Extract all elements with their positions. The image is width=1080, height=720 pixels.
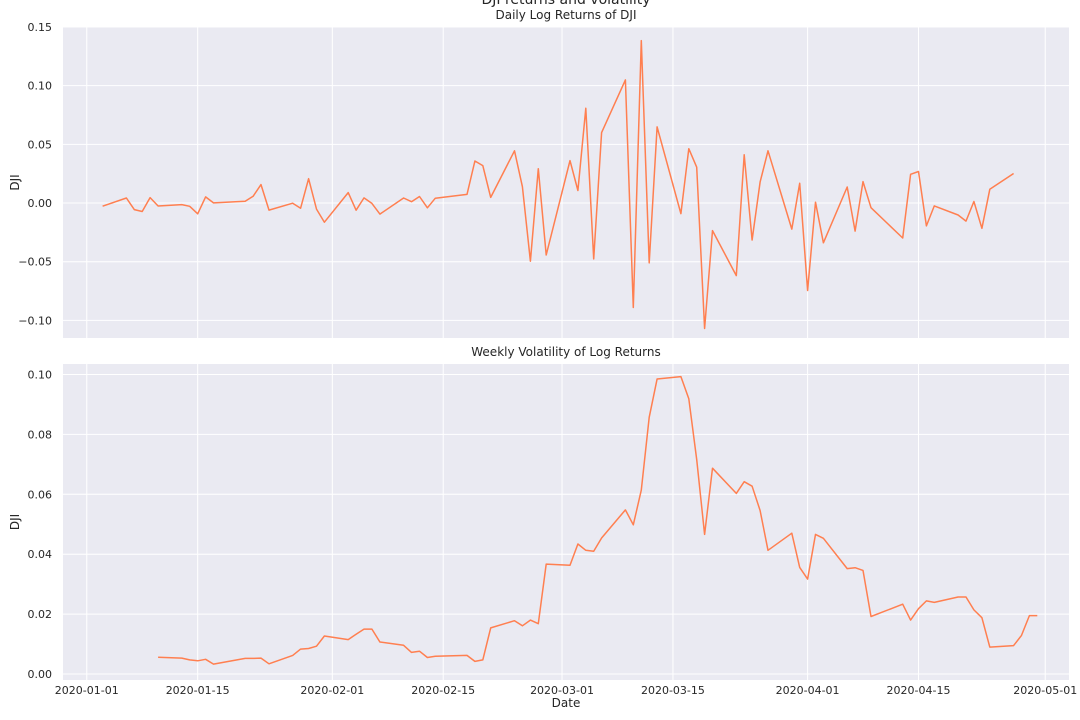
x-tick-label: 2020-04-15 — [887, 684, 951, 697]
y-tick-label: 0.00 — [28, 668, 53, 681]
x-tick-label: 2020-04-01 — [776, 684, 840, 697]
y-tick-label: 0.10 — [28, 80, 53, 93]
y-axis-label: DJI — [8, 514, 22, 530]
panel-title: Daily Log Returns of DJI — [495, 8, 636, 22]
x-tick-label: 2020-01-15 — [166, 684, 230, 697]
x-tick-label: 2020-02-01 — [300, 684, 364, 697]
y-tick-label: 0.05 — [28, 138, 53, 151]
y-tick-label: 0.02 — [28, 608, 53, 621]
y-tick-label: 0.15 — [28, 21, 53, 34]
y-tick-label: 0.06 — [28, 488, 53, 501]
x-tick-label: 2020-01-01 — [55, 684, 119, 697]
x-tick-label: 2020-03-15 — [641, 684, 705, 697]
panel-title: Weekly Volatility of Log Returns — [471, 345, 660, 359]
y-tick-label: −0.05 — [18, 256, 52, 269]
weekly-volatility-panel: 2020-01-01 2020-01-15 2020-02-01 2020-02-15… — [8, 345, 1077, 710]
y-tick-label: 0.00 — [28, 197, 53, 210]
y-tick-label: −0.10 — [18, 314, 52, 327]
y-tick-label: 0.04 — [28, 548, 53, 561]
x-tick-label: 2020-05-01 — [1013, 684, 1077, 697]
daily-returns-panel: −0.10 −0.05 0.00 0.05 0.10 0.15 Daily Log Retu… — [8, 8, 1069, 338]
y-tick-label: 0.08 — [28, 428, 53, 441]
y-axis-label: DJI — [8, 174, 22, 190]
figure-suptitle: DJI returns and volatility — [481, 0, 650, 8]
x-axis-label: Date — [552, 696, 581, 710]
x-tick-label: 2020-03-01 — [530, 684, 594, 697]
y-tick-label: 0.10 — [28, 368, 53, 381]
plot-area — [63, 364, 1069, 680]
plot-area — [63, 27, 1069, 338]
x-tick-label: 2020-02-15 — [411, 684, 475, 697]
series-line — [102, 39, 1015, 330]
series-line — [158, 375, 1038, 665]
